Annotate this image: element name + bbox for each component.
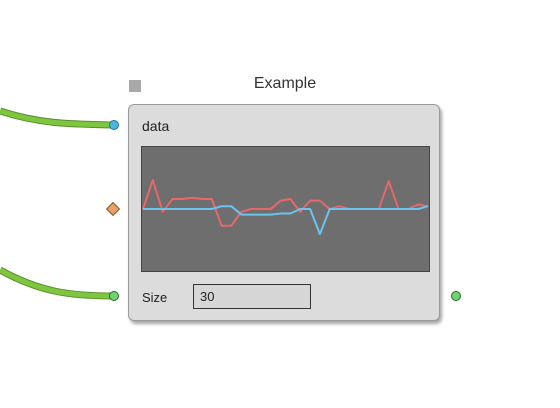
data-input-label: data [142,118,170,134]
signal-plot [141,146,430,272]
example-node[interactable]: data Size [128,104,440,321]
wire-to-data-port-highlight [0,108,115,128]
size-input[interactable] [193,284,311,309]
node-title: Example [253,75,317,92]
collapse-node-button[interactable] [129,80,141,92]
series-line-1 [142,179,429,227]
wire-to-lower-port-highlight [0,267,115,299]
output-port[interactable] [451,291,461,301]
size-label: Size [142,290,168,305]
signal-plot-svg [142,179,429,236]
input-port-size[interactable] [109,291,119,301]
input-port-data[interactable] [109,120,119,130]
series-line-2 [143,205,429,236]
